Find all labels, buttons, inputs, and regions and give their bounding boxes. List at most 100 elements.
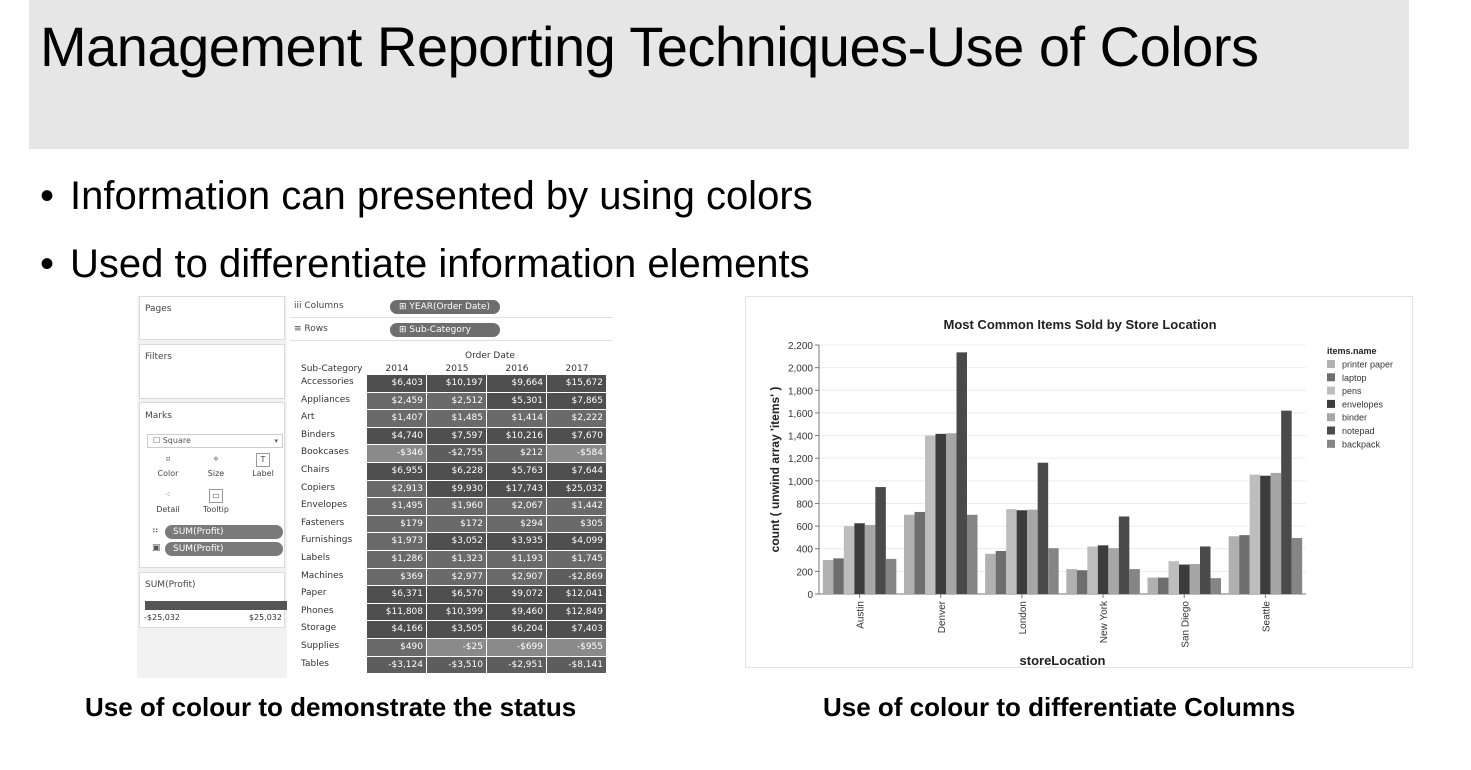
table-cell[interactable]: $2,512 xyxy=(427,392,487,411)
table-cell[interactable]: $9,930 xyxy=(427,480,487,499)
table-cell[interactable]: $2,222 xyxy=(547,410,607,428)
table-cell[interactable]: $3,052 xyxy=(427,533,487,551)
rows-shelf[interactable]: ≡ Rows ⊞ Sub-Category xyxy=(290,320,613,341)
table-cell[interactable]: $9,460 xyxy=(487,603,547,622)
table-row: Appliances $2,459 $2,512 $5,301 $7,865 xyxy=(290,392,613,411)
bar xyxy=(1228,536,1240,594)
bar xyxy=(875,487,886,594)
label-pill[interactable]: SUM(Profit) xyxy=(165,542,283,556)
table-cell[interactable]: $305 xyxy=(547,515,607,534)
table-cell[interactable]: $1,414 xyxy=(487,410,547,428)
table-cell[interactable]: $10,399 xyxy=(427,603,487,622)
pages-shelf[interactable]: Pages xyxy=(139,296,285,340)
table-cell[interactable]: -$3,124 xyxy=(367,656,427,675)
table-cell[interactable]: $9,072 xyxy=(487,586,547,604)
table-cell[interactable]: -$3,510 xyxy=(427,656,487,675)
table-cell[interactable]: $1,407 xyxy=(367,410,427,428)
table-cell[interactable]: $1,960 xyxy=(427,498,487,516)
table-cell[interactable]: $2,907 xyxy=(487,568,547,587)
table-cell[interactable]: -$2,755 xyxy=(427,445,487,463)
table-cell[interactable]: $9,664 xyxy=(487,375,547,393)
table-cell[interactable]: -$346 xyxy=(367,445,427,463)
table-cell[interactable]: $1,485 xyxy=(427,410,487,428)
color-pill[interactable]: SUM(Profit) xyxy=(165,525,283,539)
table-cell[interactable]: $7,644 xyxy=(547,463,607,481)
table-cell[interactable]: $1,495 xyxy=(367,498,427,516)
table-cell[interactable]: $1,193 xyxy=(487,551,547,569)
table-cell[interactable]: $5,301 xyxy=(487,392,547,411)
table-cell[interactable]: $1,745 xyxy=(547,551,607,569)
table-cell[interactable]: $6,204 xyxy=(487,621,547,639)
table-cell[interactable]: $1,286 xyxy=(367,551,427,569)
table-cell[interactable]: $2,913 xyxy=(367,480,427,499)
y-tick-label: 400 xyxy=(796,545,813,556)
table-cell[interactable]: $1,973 xyxy=(367,533,427,551)
mark-type-dropdown[interactable]: ☐ Square ▾ xyxy=(147,434,283,448)
bar xyxy=(914,511,925,594)
table-cell[interactable]: $2,977 xyxy=(427,568,487,587)
crosstab: Order Date Sub-Category 2014 2015 2016 2017… xyxy=(290,344,613,678)
rows-pill[interactable]: ⊞ Sub-Category xyxy=(390,323,500,337)
table-cell[interactable]: $3,505 xyxy=(427,621,487,639)
color-legend: SUM(Profit) -$25,032 $25,032 xyxy=(139,572,287,628)
columns-pill[interactable]: ⊞ YEAR(Order Date) xyxy=(390,300,500,314)
x-tick-label: New York xyxy=(1099,600,1110,643)
table-cell[interactable]: $6,570 xyxy=(427,586,487,604)
table-cell[interactable]: $12,041 xyxy=(547,586,607,604)
table-cell[interactable]: $490 xyxy=(367,639,427,657)
label-button[interactable]: T Label xyxy=(245,453,281,487)
table-cell[interactable]: $6,228 xyxy=(427,463,487,481)
table-cell[interactable]: $5,763 xyxy=(487,463,547,481)
table-row: Tables -$3,124 -$3,510 -$2,951 -$8,141 xyxy=(290,656,613,675)
bar xyxy=(1147,577,1158,594)
table-cell[interactable]: $212 xyxy=(487,445,547,463)
table-cell[interactable]: $4,166 xyxy=(367,621,427,639)
table-cell[interactable]: -$699 xyxy=(487,639,547,657)
table-cell[interactable]: $6,955 xyxy=(367,463,427,481)
table-cell[interactable]: -$2,869 xyxy=(547,568,607,587)
table-cell[interactable]: $7,670 xyxy=(547,427,607,446)
table-cell[interactable]: $7,865 xyxy=(547,392,607,411)
table-cell[interactable]: -$584 xyxy=(547,445,607,463)
color-button[interactable]: ⠶ Color xyxy=(150,453,186,487)
table-row: Fasteners $179 $172 $294 $305 xyxy=(290,515,613,534)
table-cell[interactable]: $1,323 xyxy=(427,551,487,569)
table-cell[interactable]: $25,032 xyxy=(547,480,607,499)
table-cell[interactable]: $179 xyxy=(367,515,427,534)
columns-shelf[interactable]: iii Columns ⊞ YEAR(Order Date) xyxy=(290,297,613,318)
table-cell[interactable]: $4,740 xyxy=(367,427,427,446)
table-cell[interactable]: -$8,141 xyxy=(547,656,607,675)
table-cell[interactable]: $15,672 xyxy=(547,375,607,393)
label-icon: T xyxy=(256,453,270,467)
table-row: Furnishings $1,973 $3,052 $3,935 $4,099 xyxy=(290,533,613,551)
table-cell[interactable]: $1,442 xyxy=(547,498,607,516)
bar xyxy=(1066,569,1077,594)
x-axis-title: storeLocation xyxy=(1020,653,1106,668)
table-cell[interactable]: -$25 xyxy=(427,639,487,657)
subcategory-label: Binders xyxy=(301,429,336,440)
size-icon: ⟡ xyxy=(213,454,219,463)
table-cell[interactable]: $7,403 xyxy=(547,621,607,639)
table-cell[interactable]: $11,808 xyxy=(367,603,427,622)
table-cell[interactable]: -$2,951 xyxy=(487,656,547,675)
table-cell[interactable]: $7,597 xyxy=(427,427,487,446)
size-button[interactable]: ⟡ Size xyxy=(198,453,234,487)
table-cell[interactable]: $294 xyxy=(487,515,547,534)
table-cell[interactable]: $3,935 xyxy=(487,533,547,551)
table-cell[interactable]: $172 xyxy=(427,515,487,534)
detail-button[interactable]: ⁖ Detail xyxy=(150,489,186,523)
table-cell[interactable]: $10,216 xyxy=(487,427,547,446)
table-cell[interactable]: $369 xyxy=(367,568,427,587)
table-cell[interactable]: $17,743 xyxy=(487,480,547,499)
table-cell[interactable]: $10,197 xyxy=(427,375,487,393)
table-cell[interactable]: $2,459 xyxy=(367,392,427,411)
table-cell[interactable]: $4,099 xyxy=(547,533,607,551)
table-cell[interactable]: $6,371 xyxy=(367,586,427,604)
table-cell[interactable]: $2,067 xyxy=(487,498,547,516)
filters-shelf[interactable]: Filters xyxy=(139,344,285,399)
table-cell[interactable]: $12,849 xyxy=(547,603,607,622)
table-cell[interactable]: $6,403 xyxy=(367,375,427,393)
table-cell[interactable]: -$955 xyxy=(547,639,607,657)
tooltip-button[interactable]: ▭ Tooltip xyxy=(198,489,234,523)
subcategory-label: Fasteners xyxy=(301,517,345,528)
